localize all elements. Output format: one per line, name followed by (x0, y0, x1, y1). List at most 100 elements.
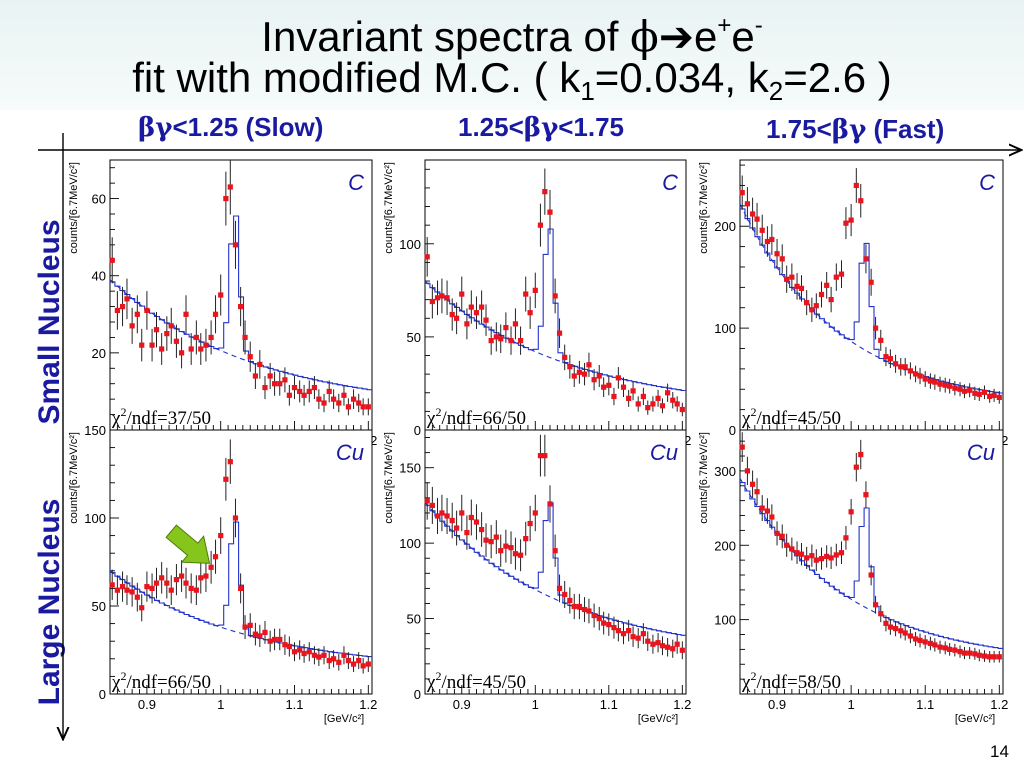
data-point (996, 394, 1002, 400)
spectrum-panel-cu-fast: 100 200 300 0.9 1 1.1 1.2[GeV/c²] counts/[6.7Me… (698, 429, 1008, 725)
data-point (987, 393, 993, 399)
y-tick-label: 100 (399, 237, 421, 252)
data-point (769, 236, 775, 243)
data-point (479, 526, 485, 533)
data-point (218, 533, 224, 539)
data-point (316, 654, 322, 660)
data-point (356, 657, 362, 664)
data-point (774, 251, 780, 257)
data-point (552, 293, 558, 299)
x-tick-label: 1 (848, 697, 855, 712)
x-tick-label: 1 (217, 697, 224, 712)
data-point (961, 388, 968, 394)
data-point (109, 257, 115, 263)
data-point (114, 307, 120, 314)
data-point (449, 311, 455, 318)
highlight-arrow-icon (165, 524, 211, 564)
data-point (178, 350, 185, 356)
data-point (981, 653, 988, 659)
chi2-label: χ2/ndf=37/50 (111, 405, 211, 429)
data-point (659, 403, 666, 409)
x-axis-label: [GeV/c²] (324, 713, 364, 725)
data-point (749, 211, 756, 217)
data-point (556, 330, 563, 336)
data-point (858, 198, 864, 204)
data-point (183, 580, 189, 586)
data-point (655, 395, 661, 401)
data-point (670, 646, 676, 652)
data-point (286, 392, 292, 398)
data-point (804, 555, 810, 561)
spectrum-panel-c-slow: 2040601.2counts/[6.7MeV/c²]Cχ2/ndf=37/50 (68, 159, 377, 448)
data-point (828, 296, 834, 303)
data-point (503, 543, 509, 549)
x-tick-label: 1 (532, 697, 539, 712)
data-point (611, 625, 617, 631)
data-point (360, 404, 366, 410)
data-point (640, 393, 646, 400)
data-point (952, 647, 958, 653)
data-point (848, 509, 854, 515)
data-point (838, 550, 845, 556)
y-tick-label: 100 (714, 613, 736, 628)
data-point (341, 652, 347, 658)
data-point (252, 631, 258, 637)
y-tick-label: 40 (92, 269, 106, 284)
data-point (824, 282, 830, 288)
data-point (144, 584, 150, 590)
data-point (833, 552, 839, 558)
x-tick-label: 1.1 (916, 697, 934, 712)
column-header-prefix: 1.75< (766, 114, 832, 144)
data-point (630, 634, 636, 640)
data-point (828, 555, 834, 561)
data-point (459, 510, 465, 516)
data-point (223, 195, 229, 202)
data-point (178, 573, 185, 579)
data-point (615, 375, 621, 381)
data-point (464, 529, 470, 536)
data-point (271, 381, 278, 387)
target-label: Cu (336, 440, 364, 465)
data-point (764, 238, 771, 245)
data-point (345, 657, 351, 664)
data-point (567, 364, 573, 370)
k1-subscript: 1 (580, 76, 595, 106)
data-point (473, 310, 480, 316)
data-point (183, 311, 189, 317)
data-point (360, 663, 366, 669)
data-point (665, 390, 671, 396)
data-point (779, 256, 785, 262)
slide-title-line-1: Invariant spectra of ϕ➔e+e- (0, 2, 1024, 61)
data-point (912, 371, 919, 377)
data-point (444, 295, 450, 301)
data-point (739, 190, 745, 196)
data-point (878, 337, 884, 343)
data-point (232, 242, 239, 248)
data-point (159, 346, 165, 352)
data-point (306, 388, 312, 395)
data-point (532, 287, 538, 293)
data-point (306, 649, 312, 655)
data-point (620, 384, 627, 390)
data-point (898, 628, 904, 634)
data-point (626, 628, 632, 634)
data-point (198, 346, 204, 352)
y-tick-label: 200 (714, 538, 736, 553)
data-point (449, 517, 455, 524)
plus-superscript: + (717, 12, 732, 39)
data-point (571, 373, 577, 379)
data-point (640, 631, 646, 637)
y-tick-label: 300 (714, 464, 736, 479)
target-label: Cu (650, 440, 678, 465)
data-point (576, 369, 582, 375)
data-point (153, 327, 160, 333)
y-axis-label: counts/[6.7MeV/c²] (383, 162, 395, 254)
data-point (434, 513, 441, 519)
spectrum-panel-c-fast: 01002001.2counts/[6.7MeV/c²]Cχ2/ndf=45/5… (698, 159, 1008, 448)
x-tick-label: 1.2 (990, 697, 1008, 712)
data-point (454, 315, 460, 321)
data-point (129, 589, 135, 595)
data-point (242, 334, 248, 341)
data-point (863, 256, 869, 262)
data-point (581, 606, 588, 613)
